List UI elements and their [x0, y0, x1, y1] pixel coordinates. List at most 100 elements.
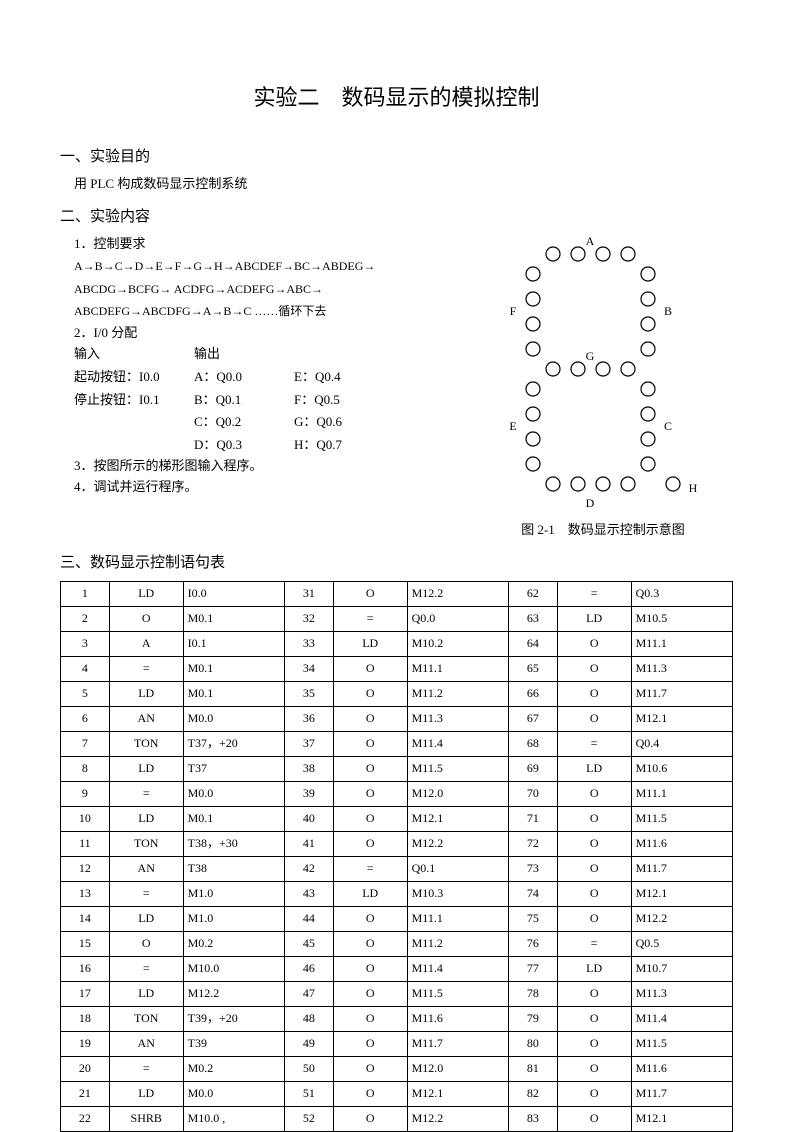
table-row: 13=M1.043LDM10.374OM12.1	[61, 881, 733, 906]
table-cell: O	[333, 656, 407, 681]
table-cell: O	[557, 781, 631, 806]
table-row: 15OM0.245OM11.276=Q0.5	[61, 931, 733, 956]
table-cell: 47	[284, 981, 333, 1006]
table-row: 8LDT3738OM11.569LDM10.6	[61, 756, 733, 781]
segment-circle	[641, 342, 655, 356]
table-cell: O	[557, 1031, 631, 1056]
segment-circle	[641, 317, 655, 331]
table-cell: O	[557, 1106, 631, 1131]
table-cell: M0.0	[183, 781, 284, 806]
table-row: 10LDM0.140OM12.171OM11.5	[61, 806, 733, 831]
table-cell: T37	[183, 756, 284, 781]
table-row: 6ANM0.036OM11.367OM12.1	[61, 706, 733, 731]
table-cell: O	[109, 606, 183, 631]
table-cell: 73	[508, 856, 557, 881]
figure-caption: 图 2-1 数码显示控制示意图	[473, 520, 733, 541]
segment-circle	[621, 247, 635, 261]
table-cell: O	[557, 681, 631, 706]
table-cell: M11.5	[407, 981, 508, 1006]
section1-heading: 一、实验目的	[60, 145, 733, 169]
table-cell: Q0.1	[407, 856, 508, 881]
table-cell: M11.3	[631, 656, 732, 681]
segment-circle	[526, 432, 540, 446]
segment-circle	[526, 267, 540, 281]
table-cell: M10.5	[631, 606, 732, 631]
table-cell: 22	[61, 1106, 110, 1131]
table-cell: 4	[61, 656, 110, 681]
table-cell: 77	[508, 956, 557, 981]
table-cell: O	[333, 1106, 407, 1131]
table-cell: M1.0	[183, 906, 284, 931]
table-cell: M11.2	[407, 931, 508, 956]
table-cell: 42	[284, 856, 333, 881]
out-c: C：Q0.2	[194, 412, 294, 433]
table-cell: O	[557, 1081, 631, 1106]
table-cell: 16	[61, 956, 110, 981]
table-cell: O	[333, 581, 407, 606]
table-cell: M10.2	[407, 631, 508, 656]
table-cell: 11	[61, 831, 110, 856]
table-cell: M12.1	[631, 1106, 732, 1131]
table-cell: 40	[284, 806, 333, 831]
table-row: 17LDM12.247OM11.578OM11.3	[61, 981, 733, 1006]
table-cell: M0.2	[183, 931, 284, 956]
table-cell: LD	[109, 981, 183, 1006]
table-cell: LD	[109, 906, 183, 931]
table-cell: T39，+20	[183, 1006, 284, 1031]
statement-table: 1LDI0.031OM12.262=Q0.32OM0.132=Q0.063LDM…	[60, 581, 733, 1132]
table-cell: 18	[61, 1006, 110, 1031]
table-cell: LD	[109, 581, 183, 606]
table-cell: 15	[61, 931, 110, 956]
table-cell: =	[109, 1056, 183, 1081]
table-cell: LD	[557, 956, 631, 981]
table-cell: 64	[508, 631, 557, 656]
table-cell: 45	[284, 931, 333, 956]
segment-circle	[571, 362, 585, 376]
table-cell: M11.3	[631, 981, 732, 1006]
table-cell: T38	[183, 856, 284, 881]
table-cell: M12.2	[407, 1106, 508, 1131]
table-cell: 76	[508, 931, 557, 956]
table-cell: LD	[557, 606, 631, 631]
table-cell: M0.1	[183, 656, 284, 681]
table-cell: =	[557, 581, 631, 606]
table-cell: M12.0	[407, 1056, 508, 1081]
segment-circle	[571, 247, 585, 261]
segment-label: H	[689, 481, 698, 495]
io-out-header: 输出	[194, 344, 294, 365]
table-cell: 3	[61, 631, 110, 656]
table-cell: M12.1	[407, 806, 508, 831]
table-row: 2OM0.132=Q0.063LDM10.5	[61, 606, 733, 631]
table-cell: LD	[333, 881, 407, 906]
table-cell: M11.7	[407, 1031, 508, 1056]
table-row: 22SHRBM10.0 ,52OM12.283OM12.1	[61, 1106, 733, 1131]
table-cell: M11.4	[407, 731, 508, 756]
section1-text: 用 PLC 构成数码显示控制系统	[74, 174, 733, 195]
table-cell: M11.5	[407, 756, 508, 781]
table-cell: 49	[284, 1031, 333, 1056]
table-cell: 21	[61, 1081, 110, 1106]
out-d: D：Q0.3	[194, 435, 294, 456]
table-cell: =	[109, 781, 183, 806]
step3: 3．按图所示的梯形图输入程序。	[74, 456, 473, 477]
table-cell: O	[333, 1056, 407, 1081]
table-cell: 7	[61, 731, 110, 756]
segment-circle	[666, 477, 680, 491]
content-row: 1．控制要求 A→B→C→D→E→F→G→H→ABCDEF→BC→ABDEG→ …	[60, 234, 733, 541]
table-cell: O	[333, 1031, 407, 1056]
table-cell: M12.1	[631, 881, 732, 906]
out-e: E：Q0.4	[294, 367, 384, 388]
table-cell: M0.0	[183, 1081, 284, 1106]
table-cell: M11.5	[631, 806, 732, 831]
table-row: 4=M0.134OM11.165OM11.3	[61, 656, 733, 681]
table-row: 18TONT39，+2048OM11.679OM11.4	[61, 1006, 733, 1031]
table-cell: 44	[284, 906, 333, 931]
table-cell: Q0.0	[407, 606, 508, 631]
table-cell: M0.1	[183, 681, 284, 706]
table-cell: 62	[508, 581, 557, 606]
table-cell: 8	[61, 756, 110, 781]
table-cell: M11.5	[631, 1031, 732, 1056]
table-cell: O	[333, 756, 407, 781]
table-cell: 46	[284, 956, 333, 981]
segment-circle	[596, 247, 610, 261]
